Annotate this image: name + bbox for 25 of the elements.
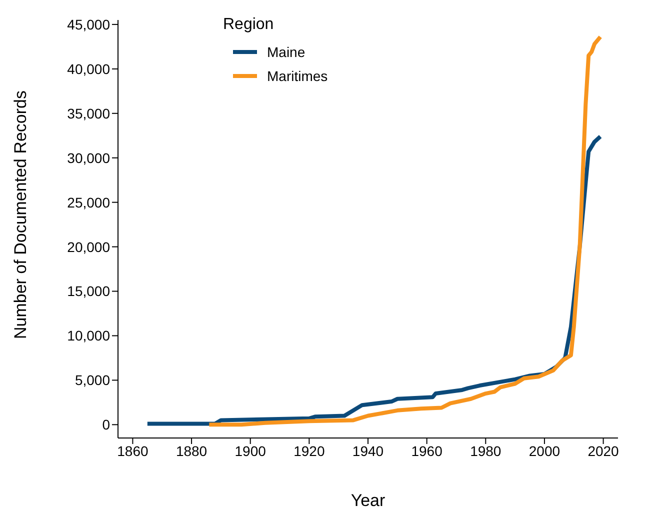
x-tick-label: 1940	[352, 442, 384, 459]
y-tick-label: 30,000	[67, 150, 110, 166]
legend-label: Maritimes	[266, 68, 328, 84]
legend-title: Region	[223, 16, 275, 34]
x-tick-label: 1920	[294, 442, 325, 459]
y-tick-label: 5,000	[74, 372, 110, 388]
y-axis-title: Number of Documented Records	[11, 90, 30, 339]
x-tick-label: 2020	[588, 442, 620, 459]
legend-label: Maine	[266, 44, 306, 60]
x-tick-label: 1900	[234, 442, 266, 459]
y-tick-label: 45,000	[67, 16, 110, 32]
y-tick-label: 35,000	[67, 105, 110, 122]
x-tick-label: 2000	[528, 442, 560, 459]
y-tick-label: 20,000	[67, 238, 110, 255]
line-series	[207, 34, 602, 427]
y-tick-label: 15,000	[67, 283, 110, 300]
y-tick-label: 10,000	[67, 328, 110, 344]
y-tick-label: 0	[102, 416, 110, 433]
x-tick-label: 1960	[411, 442, 443, 459]
y-tick-label: 40,000	[67, 60, 110, 77]
x-axis-title: Year	[350, 491, 386, 510]
x-tick-label: 1880	[176, 442, 208, 459]
y-tick-label: 25,000	[67, 194, 110, 210]
x-tick-label: 1860	[117, 442, 148, 459]
x-tick-label: 1980	[470, 442, 502, 459]
